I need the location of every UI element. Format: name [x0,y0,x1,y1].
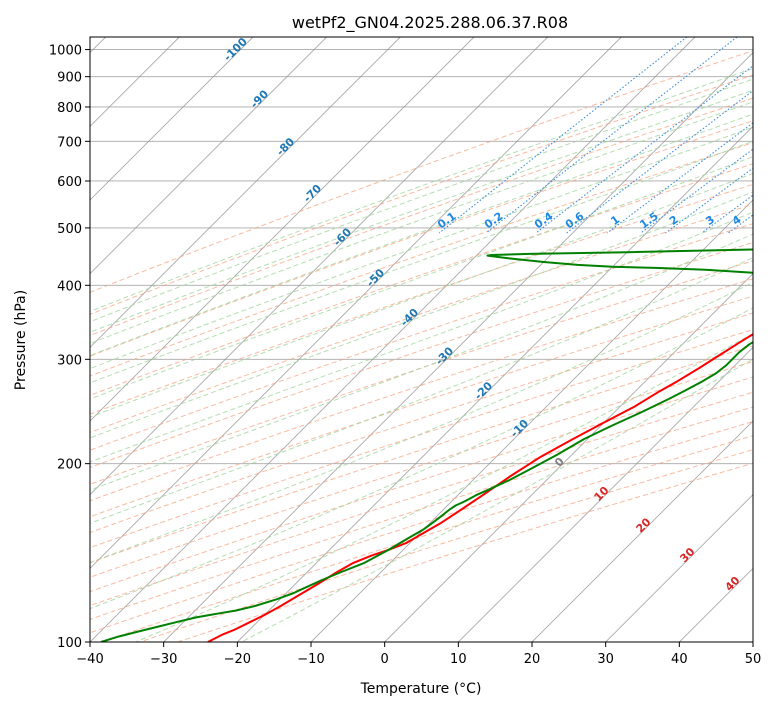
y-tick-label: 700 [57,135,82,150]
isotherm-line [90,37,327,275]
x-tick-label: 30 [597,652,614,667]
y-tick-label: 300 [57,353,82,368]
moist-adiabat-line [90,257,753,524]
dry-adiabat-line [90,120,753,357]
isotherm-line [90,37,254,201]
y-tick-label: 900 [57,71,82,86]
y-tick-label: 600 [57,175,82,190]
isotherm-line [384,273,753,642]
moist-adiabat-line [90,140,753,384]
dry-adiabat-line [90,203,753,433]
axes: −40 −30 −20 −10 0 10 20 30 40 50 100 200 300 400 500 60… [49,44,761,667]
moist-adiabat-line [241,358,753,642]
moist-adiabat-line [90,156,753,400]
temperature-profile-line [207,332,753,642]
isotherm-line [163,52,753,642]
mixing-ratio-line [438,37,688,234]
dry-adiabat-line [90,295,753,518]
dewpoint-profile-line [100,248,753,642]
dry-adiabat-line [90,420,753,634]
isotherm-line [90,37,696,642]
isotherm-line [605,494,753,642]
isotherm-line [237,125,753,642]
mixing-ratio-line [485,37,738,234]
x-tick-label: −40 [76,652,103,667]
y-tick-label: 400 [57,279,82,294]
isotherm-line [458,346,753,642]
chart-title: wetPf2_GN04.2025.288.06.37.R08 [292,13,568,33]
isotherm-line [90,37,548,496]
dry-adiabat-line [90,406,753,620]
profile-series [100,248,753,642]
moist-adiabat-line [90,78,753,323]
x-tick-label: −20 [224,652,251,667]
dry-adiabat-line [90,163,753,396]
isotherm-line [90,37,401,348]
isotherm-line [90,37,622,569]
dry-adiabat-line [90,391,753,607]
y-tick-label: 1000 [49,44,82,59]
y-axis-title: Pressure (hPa) [13,290,29,390]
dry-adiabat-line [90,278,753,502]
plot-frame [89,36,754,643]
dry-adiabat-line [90,376,753,593]
mixing-ratio-line [566,90,753,234]
x-tick-label: −30 [150,652,177,667]
moist-adiabat-line [90,211,753,463]
isotherm-line [90,37,475,422]
x-tick-label: 50 [745,652,762,667]
grid-layer [90,37,753,642]
moist-adiabat-line [90,307,753,610]
y-tick-label: 500 [57,222,82,237]
y-tick-label: 800 [57,101,82,116]
moist-adiabat-line [90,101,753,345]
y-tick-label: 200 [57,458,82,473]
isotherm-line [310,199,753,642]
dry-adiabat-line [90,329,753,549]
x-tick-label: 0 [381,652,389,667]
moist-adiabat-line [90,172,753,418]
x-axis-title: Temperature (°C) [360,681,482,697]
x-tick-label: 10 [450,652,467,667]
x-tick-label: 40 [671,652,688,667]
dry-adiabat-line [90,241,753,468]
mixing-ratio-line [606,122,753,234]
x-tick-label: −10 [297,652,324,667]
y-tick-label: 100 [57,636,82,651]
x-tick-label: 20 [524,652,541,667]
isotherm-line [531,420,753,642]
